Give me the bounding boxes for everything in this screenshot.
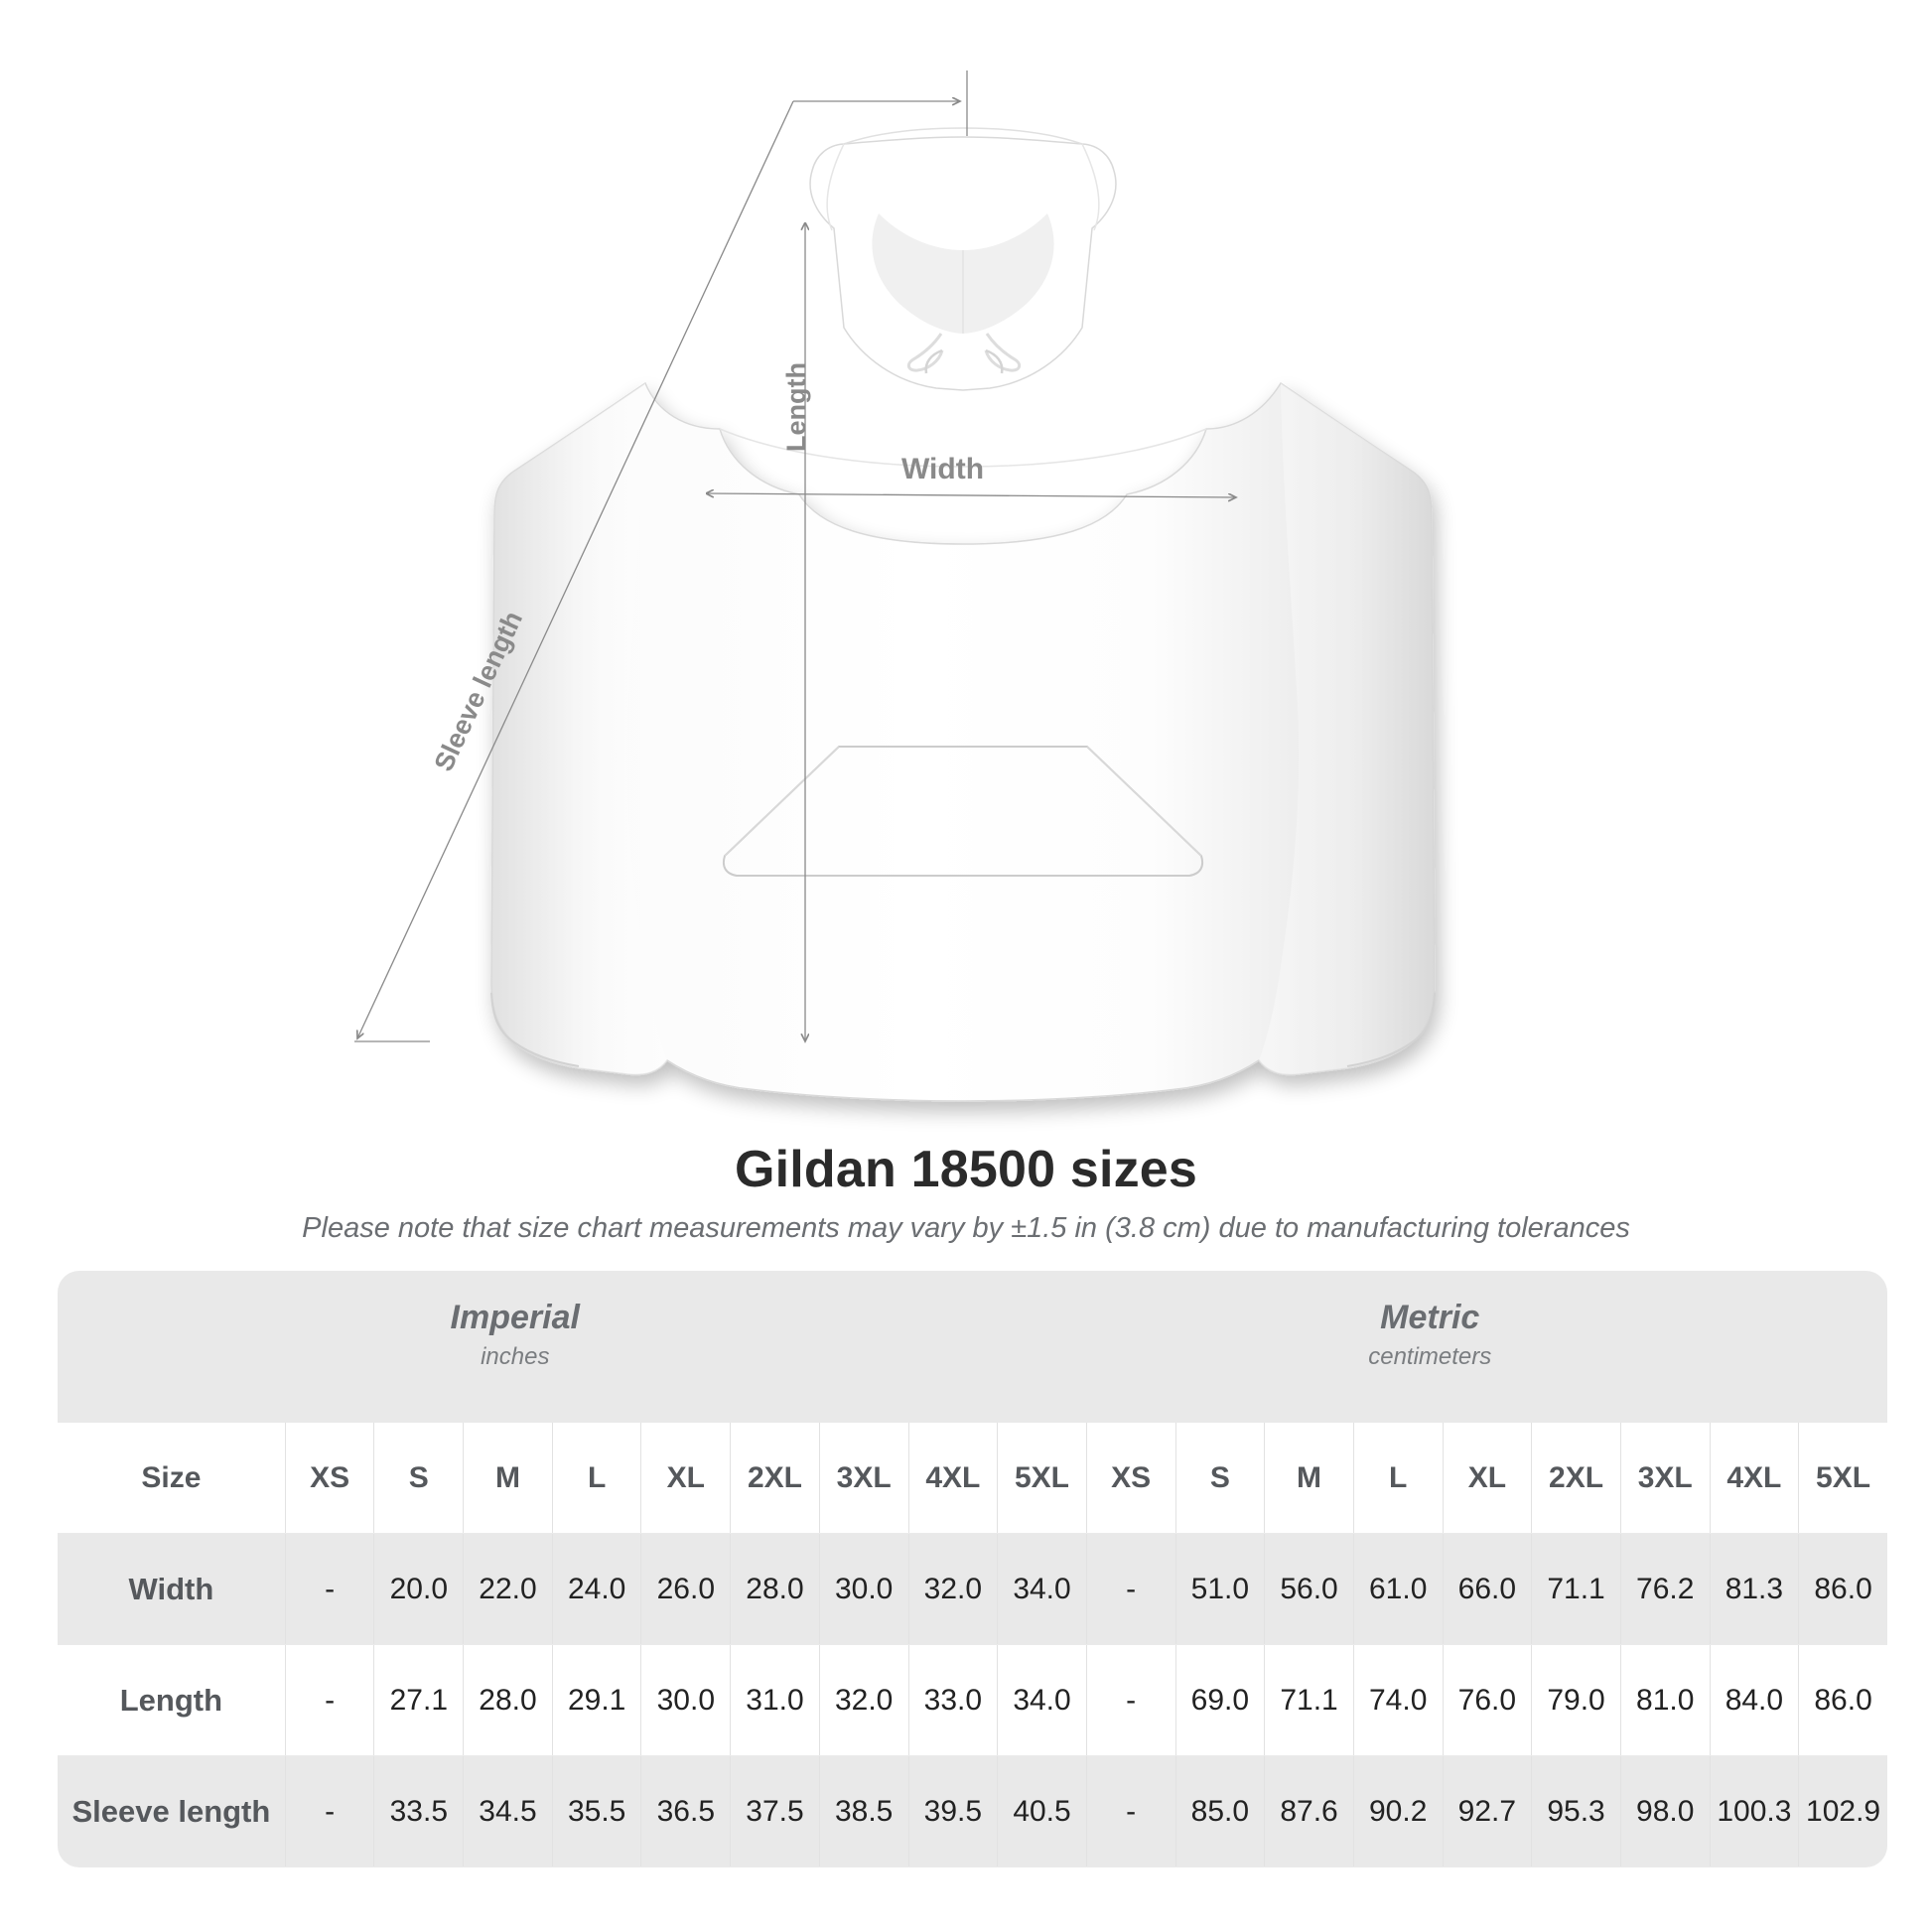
svg-text:Length: Length xyxy=(781,362,811,452)
svg-text:Width: Width xyxy=(901,453,984,485)
svg-text:Sleeve length: Sleeve length xyxy=(428,607,528,775)
